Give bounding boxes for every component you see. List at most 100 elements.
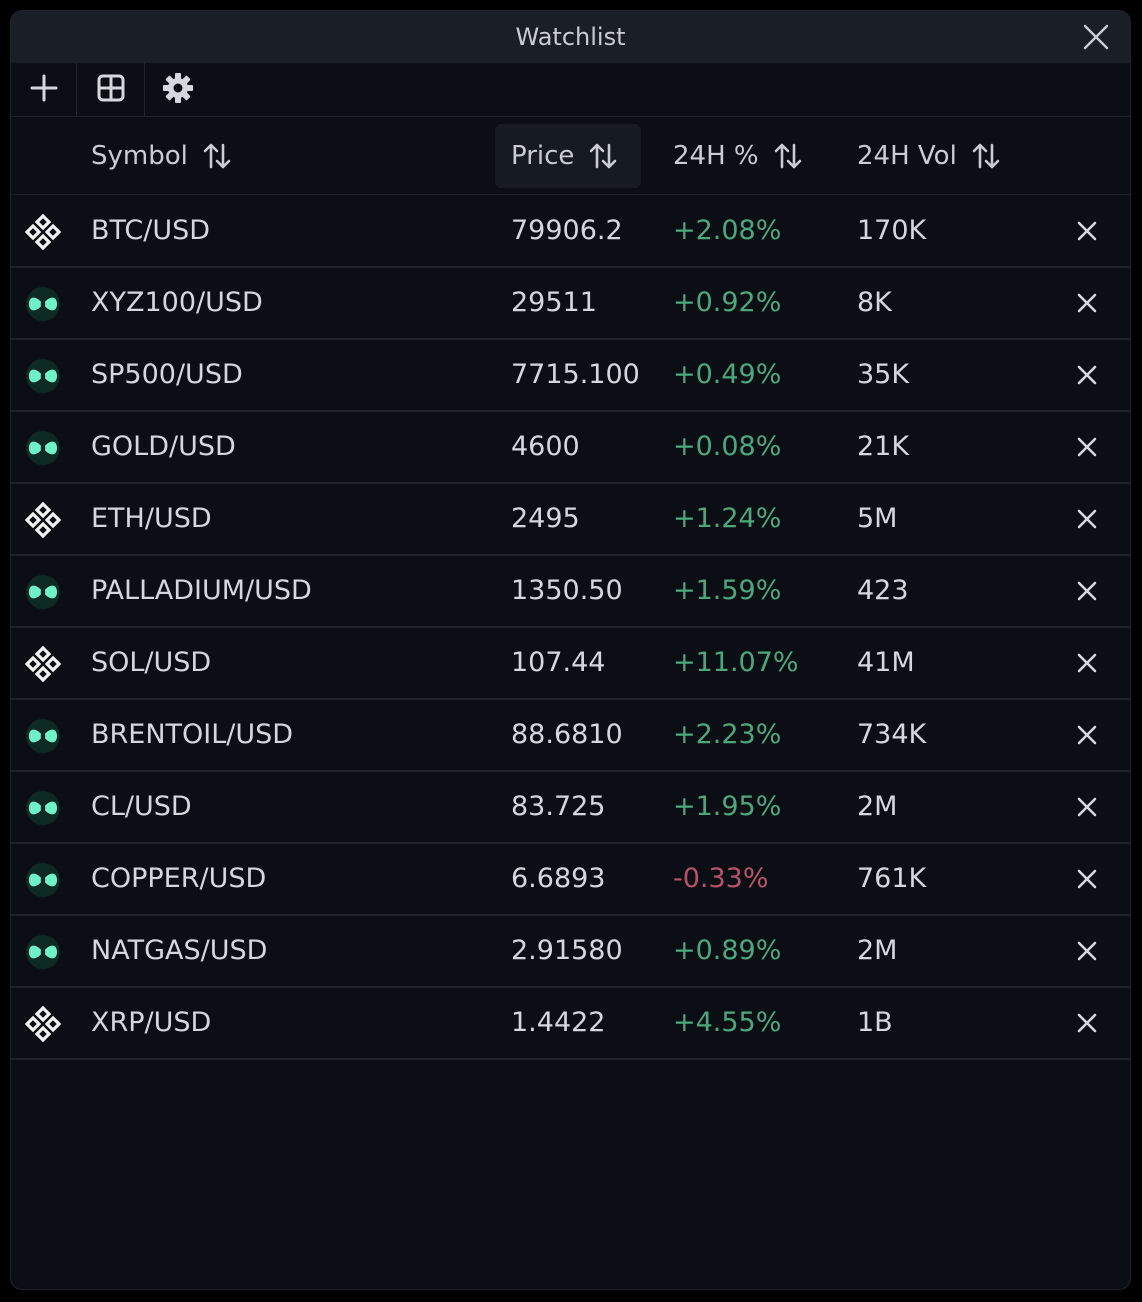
column-label: 24H % bbox=[673, 140, 759, 171]
volume-cell: 2M bbox=[857, 791, 898, 822]
remove-icon[interactable] bbox=[1076, 796, 1098, 818]
infinity-icon bbox=[25, 934, 61, 970]
symbol-cell: SP500/USD bbox=[91, 359, 243, 390]
volume-cell: 8K bbox=[857, 287, 892, 318]
change-cell: +1.24% bbox=[673, 503, 782, 534]
price-cell: 88.6810 bbox=[511, 719, 623, 750]
price-cell: 29511 bbox=[511, 287, 597, 318]
change-cell: +0.92% bbox=[673, 287, 782, 318]
symbol-cell: BTC/USD bbox=[91, 215, 211, 246]
table-row[interactable]: SOL/USD 107.44 +11.07% 41M bbox=[11, 628, 1130, 700]
infinity-icon bbox=[25, 862, 61, 898]
change-cell: +0.08% bbox=[673, 431, 782, 462]
price-cell: 107.44 bbox=[511, 647, 606, 678]
symbol-cell: CL/USD bbox=[91, 791, 192, 822]
add-symbol-button[interactable] bbox=[11, 63, 77, 116]
remove-icon[interactable] bbox=[1076, 292, 1098, 314]
change-cell: +1.59% bbox=[673, 575, 782, 606]
infinity-icon bbox=[25, 430, 61, 466]
table-row[interactable]: CL/USD 83.725 +1.95% 2M bbox=[11, 772, 1130, 844]
price-cell: 79906.2 bbox=[511, 215, 623, 246]
table-row[interactable]: GOLD/USD 4600 +0.08% 21K bbox=[11, 412, 1130, 484]
plus-icon bbox=[30, 74, 58, 106]
price-cell: 1350.50 bbox=[511, 575, 623, 606]
remove-icon[interactable] bbox=[1076, 724, 1098, 746]
table-header: Symbol Price 24H % 24H Vol bbox=[11, 117, 1130, 195]
sort-arrows-icon bbox=[971, 141, 1001, 171]
symbol-cell: GOLD/USD bbox=[91, 431, 236, 462]
infinity-icon bbox=[25, 790, 61, 826]
change-cell: +0.49% bbox=[673, 359, 782, 390]
table-row[interactable]: XRP/USD 1.4422 +4.55% 1B bbox=[11, 988, 1130, 1060]
diamond-icon bbox=[24, 213, 62, 251]
change-cell: +2.08% bbox=[673, 215, 782, 246]
table-row[interactable]: COPPER/USD 6.6893 -0.33% 761K bbox=[11, 844, 1130, 916]
gear-icon bbox=[162, 72, 194, 108]
remove-icon[interactable] bbox=[1076, 652, 1098, 674]
change-cell: +1.95% bbox=[673, 791, 782, 822]
change-cell: +4.55% bbox=[673, 1007, 782, 1038]
table-row[interactable]: ETH/USD 2495 +1.24% 5M bbox=[11, 484, 1130, 556]
settings-button[interactable] bbox=[145, 63, 211, 116]
column-label: Price bbox=[511, 141, 575, 171]
table-row[interactable]: SP500/USD 7715.100 +0.49% 35K bbox=[11, 340, 1130, 412]
remove-icon[interactable] bbox=[1076, 436, 1098, 458]
symbol-cell: BRENTOIL/USD bbox=[91, 719, 294, 750]
volume-cell: 761K bbox=[857, 863, 927, 894]
sort-arrows-icon bbox=[202, 141, 232, 171]
volume-cell: 35K bbox=[857, 359, 910, 390]
symbol-cell: XRP/USD bbox=[91, 1007, 212, 1038]
volume-cell: 423 bbox=[857, 575, 909, 606]
change-cell: +0.89% bbox=[673, 935, 782, 966]
remove-icon[interactable] bbox=[1076, 508, 1098, 530]
symbol-cell: NATGAS/USD bbox=[91, 935, 268, 966]
layout-button[interactable] bbox=[77, 63, 145, 116]
volume-cell: 21K bbox=[857, 431, 910, 462]
column-header-volume[interactable]: 24H Vol bbox=[857, 117, 1001, 194]
infinity-icon bbox=[25, 718, 61, 754]
infinity-icon bbox=[25, 286, 61, 322]
price-cell: 7715.100 bbox=[511, 359, 640, 390]
volume-cell: 734K bbox=[857, 719, 927, 750]
symbol-cell: PALLADIUM/USD bbox=[91, 575, 312, 606]
symbol-cell: SOL/USD bbox=[91, 647, 212, 678]
window-title: Watchlist bbox=[515, 23, 626, 51]
volume-cell: 5M bbox=[857, 503, 898, 534]
change-cell: +2.23% bbox=[673, 719, 782, 750]
column-header-change[interactable]: 24H % bbox=[673, 117, 803, 194]
title-bar: Watchlist bbox=[11, 11, 1130, 63]
change-cell: -0.33% bbox=[673, 863, 769, 894]
table-row[interactable]: XYZ100/USD 29511 +0.92% 8K bbox=[11, 268, 1130, 340]
watchlist-window: Watchlist bbox=[10, 10, 1131, 1290]
price-cell: 4600 bbox=[511, 431, 580, 462]
table-row[interactable]: PALLADIUM/USD 1350.50 +1.59% 423 bbox=[11, 556, 1130, 628]
price-cell: 6.6893 bbox=[511, 863, 606, 894]
symbol-cell: ETH/USD bbox=[91, 503, 212, 534]
sort-arrows-icon bbox=[773, 141, 803, 171]
price-cell: 2.91580 bbox=[511, 935, 623, 966]
table-row[interactable]: NATGAS/USD 2.91580 +0.89% 2M bbox=[11, 916, 1130, 988]
sort-arrows-icon bbox=[588, 141, 618, 171]
remove-icon[interactable] bbox=[1076, 580, 1098, 602]
toolbar bbox=[11, 63, 1130, 117]
close-icon[interactable] bbox=[1082, 23, 1110, 51]
diamond-icon bbox=[24, 501, 62, 539]
symbol-cell: COPPER/USD bbox=[91, 863, 267, 894]
symbol-cell: XYZ100/USD bbox=[91, 287, 263, 318]
price-cell: 2495 bbox=[511, 503, 580, 534]
table-row[interactable]: BTC/USD 79906.2 +2.08% 170K bbox=[11, 196, 1130, 268]
volume-cell: 41M bbox=[857, 647, 915, 678]
column-header-price[interactable]: Price bbox=[495, 124, 641, 188]
column-label: Symbol bbox=[91, 140, 188, 171]
remove-icon[interactable] bbox=[1076, 940, 1098, 962]
volume-cell: 1B bbox=[857, 1007, 893, 1038]
column-header-symbol[interactable]: Symbol bbox=[91, 117, 232, 194]
volume-cell: 2M bbox=[857, 935, 898, 966]
infinity-icon bbox=[25, 358, 61, 394]
table-row[interactable]: BRENTOIL/USD 88.6810 +2.23% 734K bbox=[11, 700, 1130, 772]
remove-icon[interactable] bbox=[1076, 1012, 1098, 1034]
remove-icon[interactable] bbox=[1076, 868, 1098, 890]
price-cell: 1.4422 bbox=[511, 1007, 606, 1038]
remove-icon[interactable] bbox=[1076, 364, 1098, 386]
remove-icon[interactable] bbox=[1076, 220, 1098, 242]
